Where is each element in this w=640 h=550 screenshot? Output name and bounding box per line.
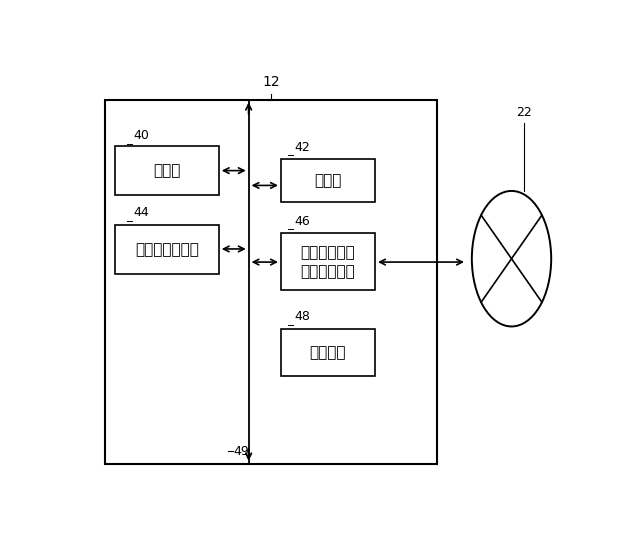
Ellipse shape (472, 191, 551, 327)
Text: 制御部: 制御部 (153, 163, 180, 178)
Text: 40: 40 (133, 129, 149, 142)
Text: 48: 48 (294, 311, 310, 323)
Text: 電源装置: 電源装置 (310, 345, 346, 360)
Text: 44: 44 (133, 206, 149, 219)
Bar (281, 329, 375, 376)
Bar (105, 100, 437, 464)
Bar (281, 159, 375, 201)
Text: 42: 42 (294, 141, 310, 153)
Bar (281, 233, 375, 290)
Text: ストレージ装置: ストレージ装置 (135, 241, 199, 257)
Bar (115, 225, 219, 273)
Text: 49: 49 (234, 445, 250, 458)
Text: ネットワーク
コントローラ: ネットワーク コントローラ (301, 245, 355, 279)
Text: メモリ: メモリ (314, 173, 342, 188)
Text: 12: 12 (262, 75, 280, 89)
Text: 46: 46 (294, 215, 310, 228)
Text: 22: 22 (516, 106, 532, 119)
Bar (115, 146, 219, 195)
